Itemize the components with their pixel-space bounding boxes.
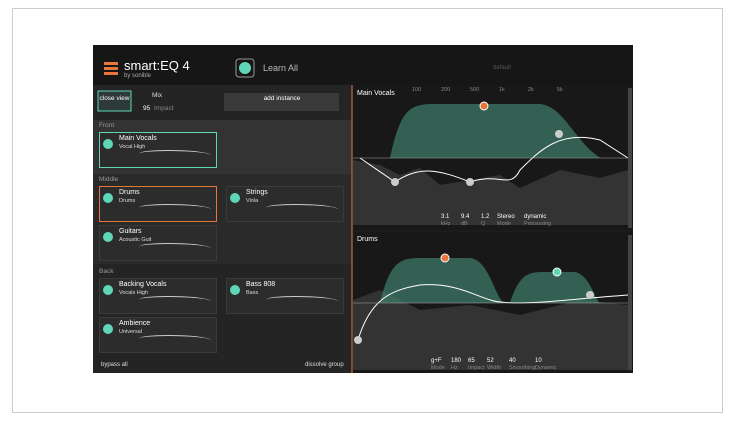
track-name: Ambience xyxy=(119,320,151,327)
track-name: Bass 808 xyxy=(246,281,276,288)
track-tile[interactable] xyxy=(226,278,344,314)
param-value[interactable]: 1.2 xyxy=(481,214,490,220)
meter xyxy=(628,235,632,370)
param-label: Processing xyxy=(524,221,552,227)
param-value[interactable]: g+F xyxy=(431,358,442,364)
track-name: Backing Vocals xyxy=(119,281,167,288)
track-profile[interactable]: Drums xyxy=(119,198,136,204)
mix-label: Mix xyxy=(152,92,163,99)
node[interactable] xyxy=(586,291,594,299)
close-button[interactable] xyxy=(97,90,132,112)
eq-curve-1 xyxy=(359,136,629,183)
panel-title: Drums xyxy=(357,236,378,243)
param-value[interactable]: 10 xyxy=(535,358,542,364)
eq-band-1 xyxy=(390,104,600,158)
track-dot xyxy=(103,232,113,242)
impact-label: Impact xyxy=(154,105,174,112)
panel-title: Main Vocals xyxy=(357,90,395,97)
track-dot xyxy=(103,193,113,203)
track-profile[interactable]: Vocal High xyxy=(119,144,146,150)
param-value[interactable]: 3.1 xyxy=(441,214,450,220)
track-dot xyxy=(230,285,240,295)
param-label: Dynamic xyxy=(535,365,557,371)
logo-icon xyxy=(104,62,118,75)
param-label: Impact xyxy=(468,365,485,371)
mini-curve xyxy=(266,204,338,213)
byline: by sonible xyxy=(124,73,152,79)
meter xyxy=(628,88,632,228)
track-profile[interactable]: Universal xyxy=(119,329,142,335)
param-value[interactable]: 9.4 xyxy=(461,214,470,220)
mini-curve xyxy=(266,296,338,305)
track-name: Strings xyxy=(246,189,268,196)
group-label: Back xyxy=(99,268,114,275)
group-label: Middle xyxy=(99,176,119,183)
node[interactable] xyxy=(440,253,450,263)
param-value[interactable]: dynamic xyxy=(524,214,547,220)
impact-value: 95 xyxy=(143,105,151,112)
track-profile[interactable]: Bass xyxy=(246,290,259,296)
node[interactable] xyxy=(552,267,562,277)
spectrum-2 xyxy=(353,290,628,370)
param-value[interactable]: 180 xyxy=(451,358,462,364)
param-label: Mode xyxy=(431,365,445,371)
param-value[interactable]: Stereo xyxy=(497,214,515,220)
param-value[interactable]: 52 xyxy=(487,358,494,364)
param-value[interactable]: 40 xyxy=(509,358,516,364)
logo: smart:EQ 4 xyxy=(124,58,190,73)
track-dot xyxy=(103,139,113,149)
track-dot xyxy=(230,193,240,203)
mini-curve xyxy=(139,335,211,344)
param-label: Mode xyxy=(497,221,511,227)
track-name: Guitars xyxy=(119,228,142,235)
eq-curve-2 xyxy=(357,284,629,341)
node[interactable] xyxy=(479,101,489,111)
learn-label: Learn All xyxy=(263,63,299,73)
param-value[interactable]: 65 xyxy=(468,358,475,364)
mini-curve xyxy=(139,296,211,305)
add-label[interactable]: add instance xyxy=(263,95,301,102)
node[interactable] xyxy=(555,130,563,138)
track-name: Main Vocals xyxy=(119,135,157,142)
freq-label: 2k xyxy=(528,87,534,93)
track-profile[interactable]: Viola xyxy=(246,198,259,204)
param-label: Smoothing xyxy=(509,365,536,371)
track-profile[interactable]: Vocals High xyxy=(119,290,149,296)
track-dot xyxy=(103,324,113,334)
param-label: Hz xyxy=(451,365,458,371)
freq-label: 1k xyxy=(499,87,505,93)
group-label: Front xyxy=(99,122,115,129)
param-label: dB xyxy=(461,221,468,227)
eq-band-3 xyxy=(510,272,600,303)
param-label: Width xyxy=(487,365,502,371)
node[interactable] xyxy=(354,336,362,344)
close-label[interactable]: close view xyxy=(99,95,130,102)
freq-label: 200 xyxy=(441,87,451,93)
node[interactable] xyxy=(391,178,399,186)
eq-band-2 xyxy=(380,258,505,303)
param-label: Q xyxy=(481,221,486,227)
mini-curve xyxy=(139,204,211,213)
dissolve[interactable]: dissolve group xyxy=(305,362,344,368)
header-bar xyxy=(93,45,633,85)
freq-label: 500 xyxy=(470,87,480,93)
param-label: kHz xyxy=(441,221,451,227)
node[interactable] xyxy=(466,178,474,186)
bypass[interactable]: bypass all xyxy=(101,362,128,368)
track-name: Drums xyxy=(119,189,140,196)
freq-label: 100 xyxy=(412,87,422,93)
learn-dot xyxy=(239,62,251,74)
preset: default xyxy=(493,65,512,71)
mini-curve xyxy=(139,150,211,159)
track-dot xyxy=(103,285,113,295)
add-button[interactable] xyxy=(224,93,339,111)
freq-label: 5k xyxy=(557,87,563,93)
frame xyxy=(12,8,723,413)
track-profile[interactable]: Acoustic Guit xyxy=(119,237,152,243)
learn-button xyxy=(235,58,255,78)
spectrum-1 xyxy=(353,160,628,225)
mini-curve xyxy=(139,243,211,252)
